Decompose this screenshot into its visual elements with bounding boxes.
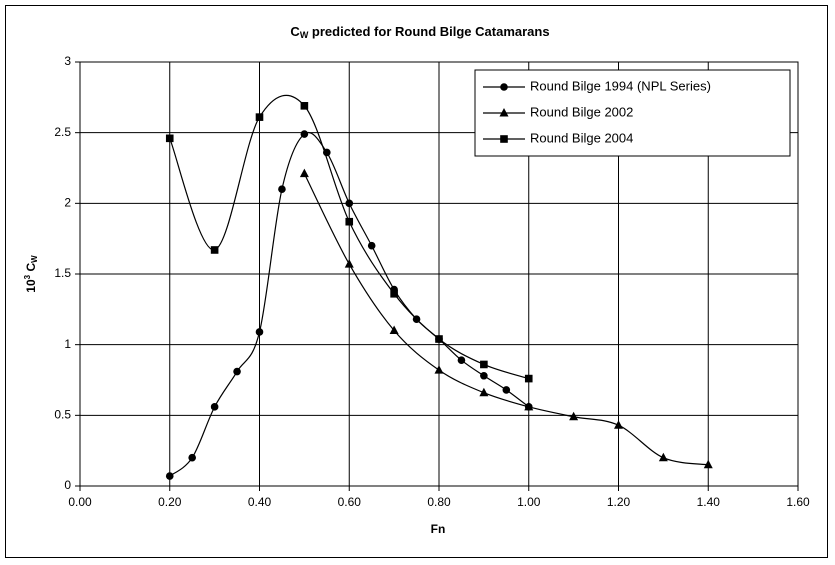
- marker: [502, 386, 511, 394]
- marker: [299, 168, 309, 178]
- marker: [344, 259, 354, 268]
- marker: [390, 289, 398, 298]
- marker: [480, 360, 488, 369]
- chart-title: CW predicted for Round Bilge Catamarans: [290, 24, 549, 40]
- series-line: [169, 132, 530, 477]
- marker: [614, 420, 623, 429]
- marker: [188, 453, 196, 462]
- x-tick-label: 0.20: [158, 495, 182, 509]
- legend-label: Round Bilge 2004: [530, 130, 633, 145]
- y-tick-label: 0: [64, 478, 71, 492]
- marker: [457, 356, 466, 365]
- x-tick-label: 0.00: [68, 495, 92, 509]
- marker: [435, 335, 443, 343]
- marker: [210, 403, 219, 411]
- x-tick-label: 0.40: [248, 495, 272, 509]
- marker: [524, 401, 534, 411]
- y-tick-label: 1: [64, 337, 71, 351]
- marker: [367, 241, 376, 250]
- marker: [233, 367, 241, 376]
- x-tick-label: 1.60: [786, 495, 810, 509]
- y-tick-label: 1.5: [54, 266, 71, 280]
- marker: [499, 108, 509, 117]
- marker: [500, 135, 508, 143]
- marker: [345, 199, 354, 208]
- marker: [278, 185, 286, 193]
- y-tick-label: 0.5: [54, 408, 71, 422]
- y-tick-label: 2: [64, 196, 71, 210]
- y-axis-title: 103 CW: [23, 255, 39, 293]
- marker: [524, 374, 533, 383]
- marker: [434, 365, 444, 374]
- legend-label: Round Bilge 2002: [530, 104, 633, 119]
- marker: [389, 325, 399, 335]
- y-label-sub: W: [30, 255, 39, 263]
- marker: [165, 472, 174, 480]
- marker: [300, 130, 309, 138]
- series-line: [169, 94, 529, 380]
- x-tick-label: 1.00: [517, 495, 541, 509]
- marker: [345, 217, 354, 226]
- marker: [480, 371, 488, 380]
- legend-label: Round Bilge 1994 (NPL Series): [530, 78, 711, 93]
- series-line: [303, 173, 709, 466]
- marker: [255, 113, 264, 121]
- x-tick-label: 1.20: [607, 495, 631, 509]
- legend: Round Bilge 1994 (NPL Series) Round Bilge…: [474, 69, 791, 157]
- x-tick-label: 0.80: [427, 495, 451, 509]
- x-tick-label: 1.40: [697, 495, 721, 509]
- y-label-part: C: [24, 263, 38, 275]
- legend-box: [474, 69, 791, 157]
- marker: [300, 102, 309, 110]
- marker: [210, 246, 219, 254]
- title-sub: W: [300, 30, 309, 40]
- marker: [165, 134, 174, 143]
- title-part: predicted for Round Bilge Catamarans: [308, 24, 549, 39]
- marker: [569, 411, 579, 421]
- y-tick-label: 3: [64, 54, 71, 68]
- marker: [255, 328, 264, 336]
- y-tick-label: 2.5: [54, 125, 71, 139]
- marker: [658, 452, 668, 462]
- marker: [500, 83, 508, 91]
- y-label-part: 10: [24, 279, 38, 293]
- marker: [479, 387, 489, 397]
- x-axis-title: Fn: [431, 522, 446, 536]
- marker: [703, 459, 713, 469]
- title-part: C: [290, 24, 300, 39]
- x-tick-label: 0.60: [338, 495, 362, 509]
- y-label-sup: 3: [23, 274, 32, 279]
